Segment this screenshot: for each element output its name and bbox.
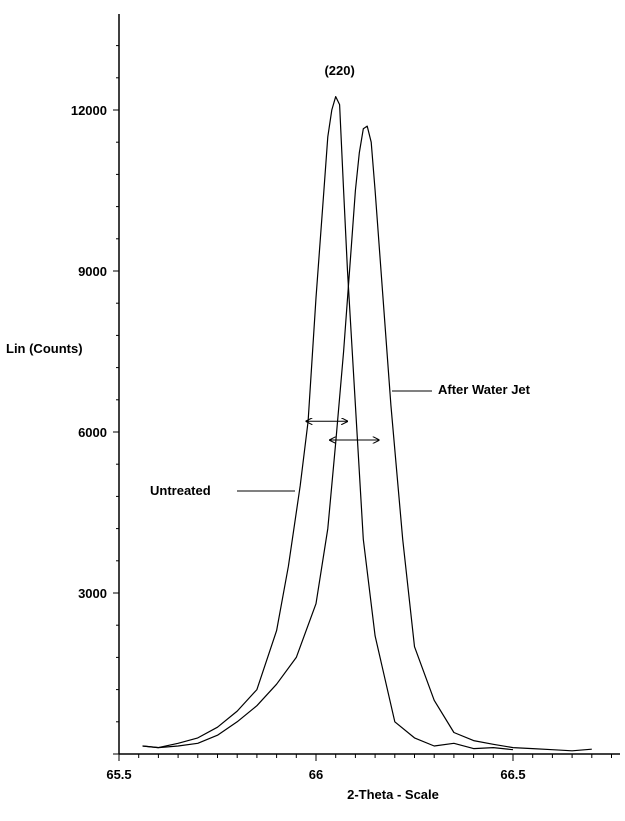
series-line-after-water-jet <box>142 125 592 752</box>
annotation-untreated-label: Untreated <box>150 483 211 498</box>
fwhm-markers <box>306 421 379 440</box>
annotation-untreated: Untreated <box>150 483 295 498</box>
y-tick-label: 9000 <box>78 264 107 279</box>
peak-label: (220) <box>324 63 354 78</box>
annotation-after-water-jet: After Water Jet <box>392 382 531 397</box>
x-axis-title: 2-Theta - Scale <box>347 787 439 802</box>
x-ticks: 65.5 66 66.5 <box>106 754 612 782</box>
x-tick-label: 65.5 <box>106 767 131 782</box>
series-group <box>142 95 592 752</box>
y-axis-title: Lin (Counts) <box>6 341 83 356</box>
annotation-after-water-jet-label: After Water Jet <box>438 382 531 397</box>
x-tick-label: 66.5 <box>500 767 525 782</box>
x-tick-label: 66 <box>309 767 323 782</box>
y-ticks: 3000 6000 9000 12000 <box>71 45 119 755</box>
plot-area <box>142 95 592 752</box>
y-tick-label: 3000 <box>78 586 107 601</box>
series-line-untreated <box>142 95 514 751</box>
y-tick-label: 6000 <box>78 425 107 440</box>
y-tick-label: 12000 <box>71 103 107 118</box>
